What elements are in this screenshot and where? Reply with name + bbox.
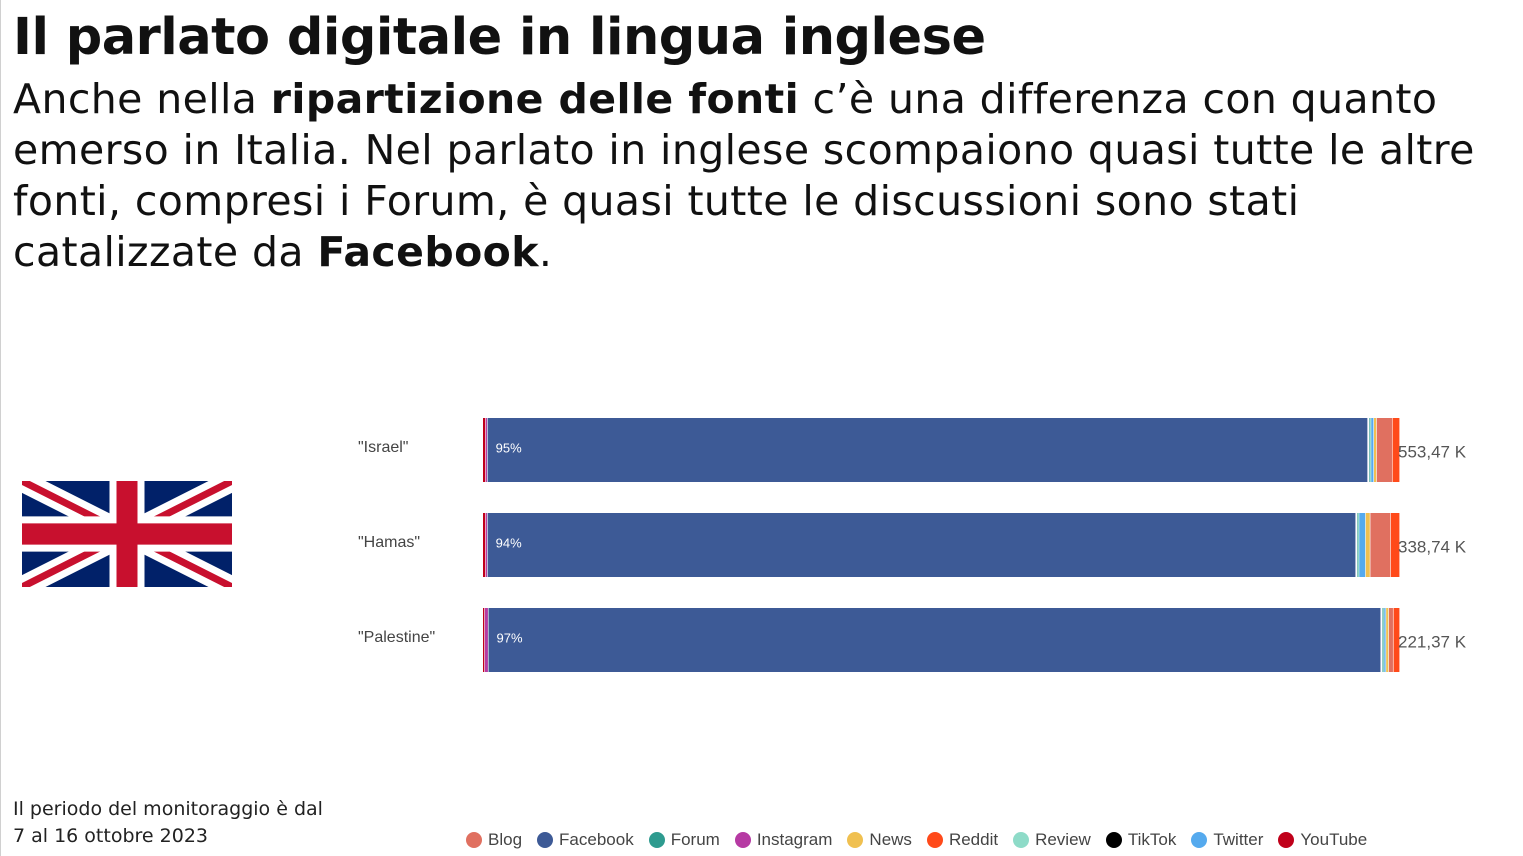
legend-label: YouTube — [1300, 830, 1368, 849]
bar-segment-news — [1365, 513, 1370, 577]
body-emphasis: Facebook — [317, 228, 539, 276]
total-label: 553,47 K — [1398, 442, 1467, 461]
legend-label: Twitter — [1213, 830, 1264, 849]
legend-item-youtube[interactable]: YouTube — [1278, 830, 1367, 850]
legend-label: Instagram — [756, 830, 833, 849]
body-text-part: Anche nella — [13, 75, 271, 123]
bar-segment-twitter — [1371, 418, 1374, 482]
data-label: 97% — [497, 630, 523, 645]
legend-swatch — [1013, 832, 1030, 848]
bar-segment-blog — [1376, 418, 1392, 482]
bar-segment-youtube — [483, 418, 486, 482]
legend-item-forum[interactable]: Forum — [648, 830, 720, 850]
body-text-part: c’è una differenza con quanto emerso in … — [13, 75, 1475, 276]
category-label: "Israel" — [358, 439, 408, 456]
legend-swatch — [926, 832, 943, 848]
legend-swatch — [648, 832, 665, 848]
legend-swatch — [847, 832, 864, 848]
legend-swatch — [1278, 832, 1295, 848]
bar-segment-review — [1370, 418, 1372, 482]
bar-segment-news — [1386, 608, 1389, 672]
legend-item-news[interactable]: News — [847, 830, 912, 850]
bar-segment-review — [1383, 608, 1385, 672]
total-label: 221,37 K — [1398, 632, 1467, 651]
data-label: 95% — [496, 440, 522, 455]
bar-segment-blog — [1388, 608, 1393, 672]
bar-segment-instagram — [484, 608, 488, 672]
bar-segment-instagram — [485, 418, 488, 482]
bar-segment-review — [1358, 513, 1360, 577]
legend-label: Facebook — [559, 830, 634, 849]
bar-segment-reddit — [1390, 513, 1400, 577]
bar-segment-reddit — [1392, 418, 1400, 482]
bar-segment-news — [1374, 418, 1377, 482]
legend-swatch — [1191, 832, 1208, 848]
legend-item-twitter[interactable]: Twitter — [1191, 830, 1263, 850]
bar-segment-youtube — [483, 608, 485, 672]
bar-segment-facebook — [488, 608, 1381, 672]
legend-label: Reddit — [948, 830, 999, 849]
legend-item-facebook[interactable]: Facebook — [537, 830, 634, 850]
monitoring-period-note: Il periodo del monitoraggio è dal 7 al 1… — [13, 796, 323, 850]
bar-segment-facebook — [487, 418, 1368, 482]
slide-border — [0, 0, 1, 856]
legend-item-reddit[interactable]: Reddit — [926, 830, 999, 850]
legend-swatch — [537, 832, 554, 848]
legend-label: News — [869, 830, 912, 849]
footnote-line: 7 al 16 ottobre 2023 — [13, 825, 208, 847]
legend-item-instagram[interactable]: Instagram — [734, 830, 833, 850]
legend-swatch — [1105, 832, 1122, 848]
united-kingdom-flag — [22, 481, 232, 587]
bar-segment-instagram — [485, 513, 488, 577]
data-label: 94% — [496, 535, 522, 550]
bar-segment-forum — [1382, 608, 1384, 672]
bar-segment-forum — [1369, 418, 1371, 482]
bar-segment-youtube — [483, 513, 486, 577]
legend-item-blog[interactable]: Blog — [466, 830, 522, 850]
legend-label: Forum — [670, 830, 720, 849]
footnote-line: Il periodo del monitoraggio è dal — [13, 798, 323, 820]
bar-segment-reddit — [1393, 608, 1400, 672]
body-text-part: . — [538, 228, 553, 276]
bar-segment-forum — [1357, 513, 1359, 577]
legend-item-review[interactable]: Review — [1013, 830, 1091, 850]
category-label: "Palestine" — [358, 629, 435, 646]
legend-swatch — [734, 832, 751, 848]
total-label: 338,74 K — [1398, 537, 1467, 556]
legend-item-tiktok[interactable]: TikTok — [1105, 830, 1177, 850]
bar-segment-facebook — [487, 513, 1356, 577]
legend-swatch — [466, 832, 482, 848]
slide-body-text: Anche nella ripartizione delle fonti c’è… — [13, 74, 1508, 278]
bar-segment-twitter — [1359, 513, 1366, 577]
bar-segment-blog — [1370, 513, 1391, 577]
category-label: "Hamas" — [358, 534, 420, 551]
stacked-bar-chart: "Israel" 95% 553,47 K "Hamas" 94% 338,74 K "Pa… — [358, 418, 1467, 672]
legend-label: Review — [1035, 830, 1091, 849]
bar-segment-twitter — [1384, 608, 1386, 672]
legend-label: Blog — [488, 830, 523, 849]
slide-title: Il parlato digitale in lingua inglese — [13, 8, 986, 67]
legend-label: TikTok — [1127, 830, 1177, 849]
chart-legend: Blog Facebook Forum Instagram News Reddit Revi… — [466, 829, 1382, 851]
body-emphasis: ripartizione delle fonti — [270, 75, 800, 123]
